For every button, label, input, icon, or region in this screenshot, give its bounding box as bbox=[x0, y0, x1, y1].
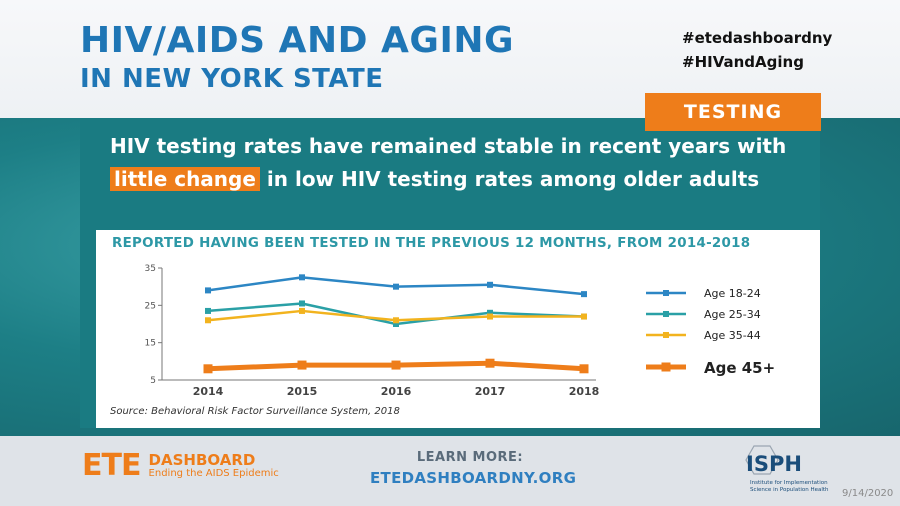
x-tick-label: 2018 bbox=[569, 385, 600, 398]
hexagon-icon bbox=[745, 445, 779, 475]
y-tick-label: 5 bbox=[150, 376, 156, 386]
headline-part2: in low HIV testing rates among older adu… bbox=[259, 167, 760, 191]
headline-part1: HIV testing rates have remained stable i… bbox=[110, 134, 787, 158]
data-point-series-4 bbox=[579, 364, 589, 374]
data-point-series-4 bbox=[485, 358, 495, 368]
data-point-series-1 bbox=[487, 281, 493, 288]
x-tick-label: 2014 bbox=[193, 385, 224, 398]
ete-dashboard-logo: ETE DASHBOARD Ending the AIDS Epidemic bbox=[82, 448, 279, 483]
data-point-series-4 bbox=[391, 360, 401, 370]
hashtag-etedashboardny: #etedashboardny bbox=[682, 29, 833, 47]
post-date: 9/14/2020 bbox=[842, 488, 894, 499]
ete-logo-letters: ETE bbox=[82, 448, 141, 483]
isph-logo-subtitle: Institute for Implementation Science in … bbox=[750, 480, 829, 493]
x-tick-label: 2015 bbox=[287, 385, 318, 398]
data-point-series-2 bbox=[205, 307, 211, 314]
topic-tag: TESTING bbox=[645, 93, 821, 131]
page-subtitle: IN NEW YORK STATE bbox=[80, 64, 384, 94]
data-point-series-3 bbox=[299, 307, 305, 314]
learn-more: LEARN MORE: ETEDASHBOARDNY.ORG bbox=[370, 450, 577, 487]
isph-logo: ISPH Institute for Implementation Scienc… bbox=[732, 444, 832, 496]
hashtags: #etedashboardny #HIVandAging bbox=[682, 26, 832, 74]
page-title: HIV/AIDS AND AGING bbox=[80, 20, 515, 61]
y-tick-label: 15 bbox=[145, 339, 156, 349]
chart-card: REPORTED HAVING BEEN TESTED IN THE PREVI… bbox=[96, 230, 820, 428]
y-tick-label: 35 bbox=[145, 264, 156, 274]
data-point-series-3 bbox=[205, 317, 211, 324]
learn-more-label: LEARN MORE: bbox=[416, 450, 524, 465]
learn-more-link[interactable]: ETEDASHBOARDNY.ORG bbox=[370, 469, 577, 487]
legend-marker-2 bbox=[663, 311, 669, 317]
legend-label-3: Age 35-44 bbox=[704, 329, 761, 342]
data-point-series-2 bbox=[299, 300, 305, 307]
ete-logo-word: DASHBOARD bbox=[148, 451, 256, 469]
ete-logo-tagline: Ending the AIDS Epidemic bbox=[148, 468, 279, 479]
chart-title: REPORTED HAVING BEEN TESTED IN THE PREVI… bbox=[112, 236, 751, 251]
data-point-series-3 bbox=[393, 317, 399, 324]
x-tick-label: 2016 bbox=[381, 385, 412, 398]
isph-logo-text: ISPH bbox=[746, 452, 802, 476]
headline: HIV testing rates have remained stable i… bbox=[110, 130, 790, 196]
x-tick-label: 2017 bbox=[475, 385, 506, 398]
hashtag-hivandaging: #HIVandAging bbox=[682, 53, 804, 71]
data-point-series-4 bbox=[203, 364, 213, 374]
data-point-series-2 bbox=[487, 309, 493, 316]
legend-marker-4 bbox=[661, 362, 671, 372]
data-point-series-1 bbox=[299, 274, 305, 281]
line-chart: 5 15 25 35 2014 2015 2016 2017 2018 Age 18-24 Age … bbox=[145, 264, 776, 398]
legend-marker-1 bbox=[663, 290, 669, 296]
y-tick-label: 25 bbox=[145, 301, 156, 311]
footer bbox=[0, 436, 900, 506]
data-point-series-1 bbox=[581, 291, 587, 298]
data-point-series-1 bbox=[205, 287, 211, 294]
data-point-series-4 bbox=[297, 360, 307, 370]
legend-label-4: Age 45+ bbox=[704, 359, 775, 377]
chart-source: Source: Behavioral Risk Factor Surveilla… bbox=[110, 406, 400, 417]
data-point-series-3 bbox=[581, 313, 587, 320]
data-point-series-3 bbox=[487, 313, 493, 320]
data-point-series-1 bbox=[393, 283, 399, 290]
data-point-series-2 bbox=[393, 321, 399, 327]
legend-label-2: Age 25-34 bbox=[704, 308, 761, 321]
legend-label-1: Age 18-24 bbox=[704, 287, 761, 300]
legend-marker-3 bbox=[663, 332, 669, 338]
headline-highlight: little change bbox=[110, 167, 260, 191]
